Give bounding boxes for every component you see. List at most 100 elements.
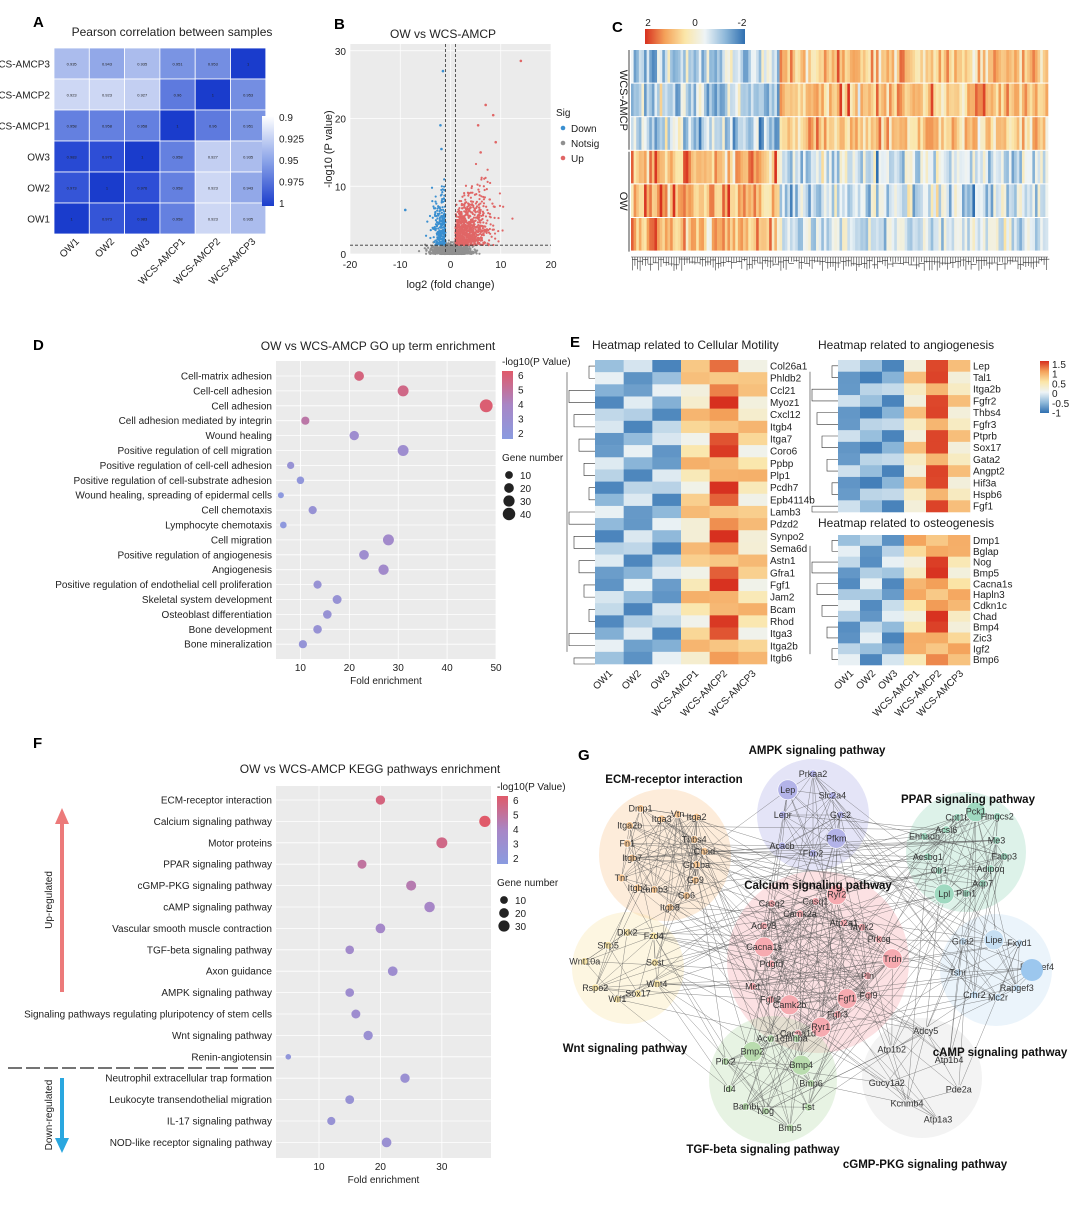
heatmap-cell [926, 643, 949, 655]
gene-node [810, 1016, 832, 1038]
heatmap-cell [899, 218, 903, 251]
heatmap-cell [954, 184, 958, 217]
x-axis-label: Fold enrichment [350, 676, 422, 687]
volcano-point [487, 243, 490, 246]
heatmap-cell [998, 218, 1002, 251]
heatmap-cell [948, 535, 971, 547]
heatmap-cell [623, 542, 653, 555]
heatmap-cell [935, 150, 939, 184]
gene-node [882, 948, 903, 970]
heatmap-cell [779, 117, 783, 150]
volcano-point [437, 227, 440, 230]
volcano-point [424, 234, 428, 237]
heatmap-cell [638, 184, 642, 217]
volcano-point [430, 252, 434, 255]
heatmap-cell [891, 117, 895, 150]
heatmap-cell [982, 150, 986, 184]
heatmap-cell [838, 406, 861, 419]
heatmap-cell [595, 469, 624, 482]
heatmap-cell [649, 83, 653, 117]
heatmap-cell [909, 83, 913, 117]
gene-node-label: Fst [802, 1102, 815, 1112]
enrichment-dot [397, 385, 409, 397]
row-dendrogram [809, 540, 838, 660]
heatmap-cell [904, 610, 927, 622]
heatmap-cell [915, 218, 918, 251]
heatmap-cell [826, 184, 830, 217]
heatmap-cell [865, 117, 869, 150]
heatmap-cell [644, 184, 647, 217]
heatmap-cell [667, 150, 671, 184]
volcano-point [482, 205, 485, 208]
heatmap-cell [860, 50, 864, 83]
gene-node-label: Gys2 [830, 810, 851, 820]
gene-node [941, 825, 951, 835]
heatmap-cell [985, 184, 989, 217]
volcano-point [434, 211, 437, 215]
corr-value: 0.935 [243, 217, 254, 222]
heatmap-cell [727, 150, 731, 184]
heatmap-cell [659, 218, 663, 251]
heatmap-cell [800, 184, 804, 217]
legend-label-b: Up [571, 154, 584, 165]
heatmap-cell [789, 218, 793, 251]
heatmap-cell [703, 50, 707, 83]
heatmap-cell [852, 184, 856, 217]
heatmap-cell [831, 83, 835, 117]
heatmap-cell [1034, 218, 1038, 251]
heatmap-cell [675, 50, 679, 83]
gene-label: Myoz1 [770, 398, 800, 409]
heatmap-cell [886, 150, 890, 184]
volcano-point [462, 206, 466, 209]
heatmap-cell [595, 566, 624, 580]
heatmap-cell [904, 360, 927, 372]
legend-size-dot [499, 908, 509, 918]
heatmap-cell [670, 117, 673, 150]
heatmap-cell [964, 184, 968, 217]
gene-label: Hspb6 [973, 490, 1002, 501]
volcano-point [442, 226, 446, 229]
volcano-point [440, 208, 443, 212]
heatmap-cell [907, 83, 911, 117]
volcano-point [477, 228, 480, 231]
heatmap-cell [1008, 83, 1012, 117]
legend-title-p: -log10(P Value) [502, 357, 571, 368]
enrichment-dot [351, 1009, 361, 1019]
gene-node [692, 860, 701, 870]
volcano-point-highlight [519, 59, 523, 63]
heatmap-cell [904, 441, 927, 454]
heatmap-cell [1021, 150, 1025, 184]
x-tick-label: -20 [343, 260, 358, 271]
heatmap-cell [972, 184, 976, 217]
heatmap-cell [724, 184, 728, 217]
up-arrow-head [55, 808, 69, 824]
heatmap-cell [662, 150, 666, 184]
heatmap-cell [709, 530, 739, 543]
heatmap-cell [928, 150, 932, 184]
gene-label: Coro6 [770, 447, 798, 458]
volcano-point [478, 219, 481, 222]
volcano-point [458, 216, 461, 219]
heatmap-cell [907, 184, 911, 217]
volcano-point [429, 252, 432, 255]
volcano-point [430, 245, 433, 248]
heatmap-cell [753, 218, 757, 251]
heatmap-cell [727, 218, 731, 251]
gene-node [617, 873, 626, 883]
heatmap-cell [990, 50, 994, 83]
heatmap-cell [967, 50, 971, 83]
heatmap-cell [701, 117, 705, 150]
gene-node-label: Camk2a [783, 909, 817, 919]
volcano-point [488, 227, 491, 231]
volcano-point [434, 247, 437, 251]
corr-cell [230, 202, 267, 235]
legend-tick-e: 1 [1052, 370, 1058, 381]
volcano-point [465, 220, 468, 224]
gene-label: Igf2 [973, 644, 990, 655]
heatmap-cell [882, 418, 905, 431]
x-tick-label: 50 [490, 663, 502, 674]
heatmap-cell [1037, 184, 1041, 217]
heatmap-cell [860, 150, 864, 184]
volcano-point [482, 234, 485, 237]
heatmap-cell [696, 50, 700, 83]
